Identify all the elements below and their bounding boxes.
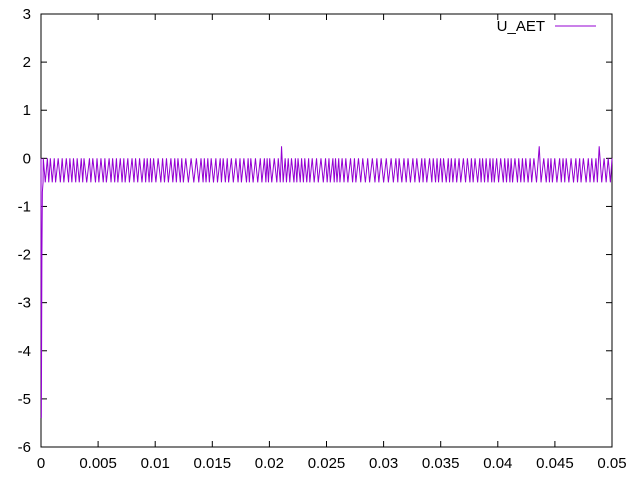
y-tick-label: -3: [18, 295, 31, 312]
y-tick-label: 2: [23, 54, 31, 71]
x-tick-label: 0: [37, 455, 45, 472]
x-tick-label: 0.03: [369, 455, 398, 472]
y-tick-label: 3: [23, 6, 31, 23]
y-tick-label: -6: [18, 439, 31, 456]
y-tick-label: -4: [18, 343, 31, 360]
x-tick-label: 0.005: [79, 455, 117, 472]
x-tick-label: 0.01: [141, 455, 170, 472]
x-tick-label: 0.025: [308, 455, 346, 472]
series-line-u-aet: [41, 146, 612, 418]
plot-frame: [41, 14, 612, 447]
x-tick-label: 0.045: [536, 455, 574, 472]
x-tick-label: 0.04: [483, 455, 512, 472]
x-tick-label: 0.02: [255, 455, 284, 472]
y-tick-label: -1: [18, 198, 31, 215]
x-tick-label: 0.05: [597, 455, 626, 472]
x-tick-label: 0.035: [422, 455, 460, 472]
x-tick-label: 0.015: [194, 455, 232, 472]
legend: U_AET: [497, 18, 596, 35]
y-tick-label: -2: [18, 247, 31, 264]
y-tick-label: 0: [23, 150, 31, 167]
tick-layer: 0 0.005 0.01 0.015 0.02 0.025 0.03 0.035 0.04 0.0…: [18, 6, 627, 472]
y-tick-label: -5: [18, 391, 31, 408]
y-tick-label: 1: [23, 102, 31, 119]
series-layer: [41, 146, 612, 418]
legend-label: U_AET: [497, 18, 545, 35]
